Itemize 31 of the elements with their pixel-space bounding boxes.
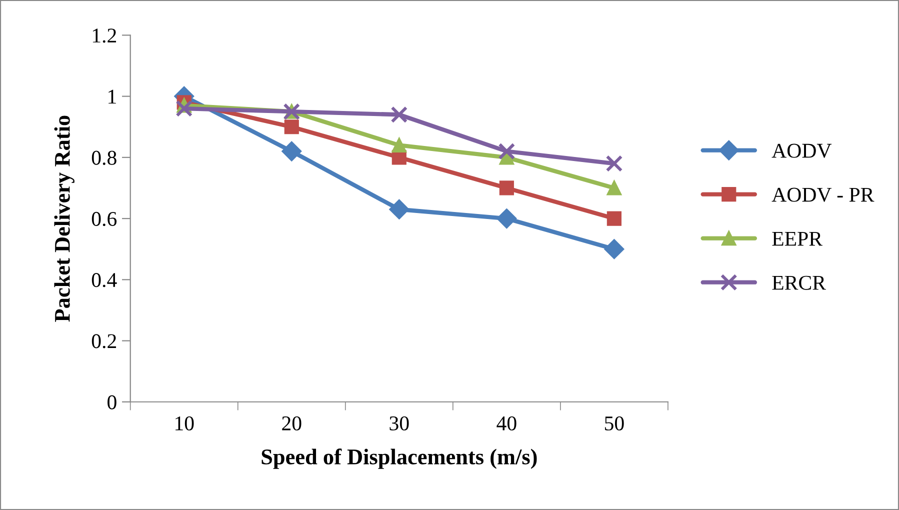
x-tick-label: 30 bbox=[390, 416, 409, 430]
x-tick-label: 40 bbox=[496, 416, 516, 430]
y-axis-title: Packet Delivery Ratio bbox=[54, 116, 74, 322]
y-tick-label: 1.2 bbox=[92, 28, 116, 43]
legend-label: AODV bbox=[772, 144, 832, 158]
legend-label: EEPR bbox=[772, 232, 822, 246]
x-axis-title: Speed of Displacements (m/s) bbox=[262, 448, 537, 469]
point bbox=[606, 180, 622, 196]
point bbox=[604, 239, 624, 259]
point bbox=[606, 211, 622, 226]
y-tick-label: 0.6 bbox=[92, 212, 117, 226]
point bbox=[284, 120, 299, 134]
y-tick-label: 0 bbox=[108, 395, 116, 410]
y-tick-label: 0.4 bbox=[92, 273, 117, 288]
x-tick-label: 10 bbox=[176, 416, 194, 430]
point bbox=[606, 155, 623, 172]
point bbox=[176, 100, 193, 117]
point bbox=[389, 199, 410, 220]
point bbox=[390, 106, 408, 124]
x-tick-label: 50 bbox=[604, 416, 624, 430]
point bbox=[282, 141, 302, 162]
y-tick-label: 0.8 bbox=[92, 150, 116, 165]
x-tick-label: 20 bbox=[282, 416, 302, 430]
point bbox=[392, 138, 406, 152]
point bbox=[499, 180, 514, 196]
legend-label: AODV - PR bbox=[772, 188, 874, 202]
point bbox=[498, 142, 516, 160]
point bbox=[496, 208, 517, 228]
y-tick-label: 0.2 bbox=[92, 334, 116, 348]
y-tick-label: 1 bbox=[108, 90, 116, 104]
legend-label: ERCR bbox=[772, 276, 826, 290]
